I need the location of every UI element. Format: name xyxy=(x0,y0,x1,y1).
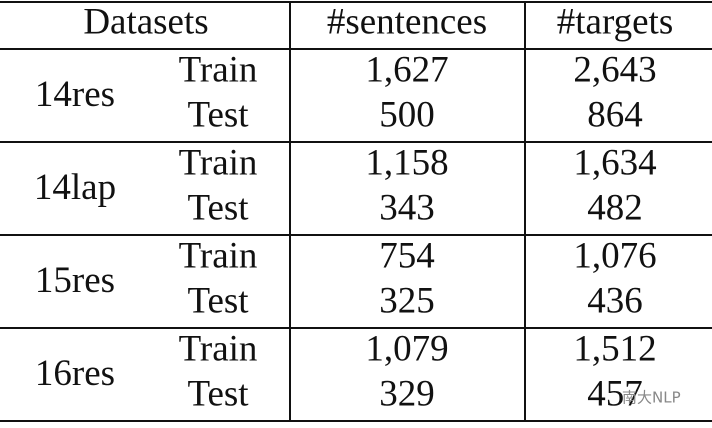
cell: Test xyxy=(187,280,249,321)
cell: 482 xyxy=(587,187,643,228)
cell: 1,627 xyxy=(365,49,448,90)
cell: 500 xyxy=(379,94,435,135)
dataset-name: 14res xyxy=(35,74,115,115)
header-cell: #sentences xyxy=(327,1,487,42)
cell: Train xyxy=(179,142,258,183)
cell: 864 xyxy=(587,94,643,135)
dataset-name: 16res xyxy=(35,353,115,394)
watermark: 南大NLP xyxy=(622,389,681,407)
cell: 436 xyxy=(587,280,643,321)
dataset-name: 15res xyxy=(35,260,115,301)
cell: 457 xyxy=(587,373,643,414)
cell: 1,634 xyxy=(573,142,656,183)
cell: 2,643 xyxy=(573,49,656,90)
cell: 1,076 xyxy=(573,235,656,276)
cell: Test xyxy=(187,94,249,135)
cell: 329 xyxy=(379,373,435,414)
cell: Train xyxy=(179,235,258,276)
cell: 1,079 xyxy=(365,328,448,369)
cell: 1,512 xyxy=(573,328,656,369)
cell: 325 xyxy=(379,280,435,321)
header-cell: Datasets xyxy=(83,1,208,42)
cell: 343 xyxy=(379,187,435,228)
cell: Train xyxy=(179,49,258,90)
header-cell: #targets xyxy=(557,1,673,42)
cell: 754 xyxy=(379,235,435,276)
cell: Test xyxy=(187,373,249,414)
cell: Test xyxy=(187,187,249,228)
cell: Train xyxy=(179,328,258,369)
cell: 1,158 xyxy=(365,142,448,183)
dataset-name: 14lap xyxy=(34,167,116,208)
